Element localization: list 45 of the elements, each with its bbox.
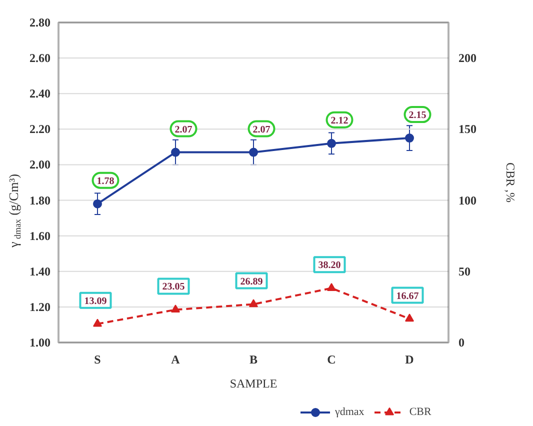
y-tick-label: 2.40 bbox=[30, 86, 50, 101]
y2-tick-label: 0 bbox=[458, 336, 464, 350]
data-label: 16.67 bbox=[396, 290, 419, 302]
data-label: 13.09 bbox=[84, 296, 107, 307]
point bbox=[327, 138, 336, 148]
data-label: 26.89 bbox=[240, 276, 263, 288]
data-label: 2.12 bbox=[330, 115, 348, 126]
point bbox=[249, 148, 258, 157]
y2-axis-title: CBR ,% bbox=[504, 162, 518, 203]
y2-tick-label: 200 bbox=[458, 51, 476, 66]
point bbox=[171, 304, 180, 313]
point bbox=[93, 199, 102, 208]
x-tick-label: B bbox=[250, 352, 258, 366]
data-label: 1.78 bbox=[96, 176, 114, 187]
point bbox=[405, 134, 414, 143]
data-label: 2.07 bbox=[252, 124, 270, 136]
point bbox=[93, 318, 102, 327]
data-label: 23.05 bbox=[162, 282, 185, 293]
y2-tick-label: 50 bbox=[458, 264, 470, 278]
y-tick-label: 2.20 bbox=[30, 122, 50, 136]
data-label: 38.20 bbox=[318, 260, 341, 272]
x-axis-title: SAMPLE bbox=[230, 376, 278, 390]
data-label: 2.15 bbox=[408, 110, 426, 122]
x-tick-label: A bbox=[171, 352, 180, 366]
y-tick-label: 1.20 bbox=[30, 300, 50, 314]
data-label: 2.07 bbox=[174, 124, 192, 136]
y-tick-label: 2.00 bbox=[30, 158, 50, 172]
y-tick-label: 2.80 bbox=[30, 16, 50, 30]
point bbox=[327, 283, 336, 291]
point bbox=[249, 299, 258, 308]
legend-label: CBR bbox=[409, 406, 432, 418]
x-tick-label: S bbox=[94, 352, 102, 366]
y2-tick-label: 150 bbox=[458, 122, 476, 136]
y-axis-title: γdmax(g/Cm³) bbox=[6, 174, 22, 248]
x-tick-label: D bbox=[405, 352, 414, 366]
point bbox=[405, 314, 414, 322]
y2-tick-label: 100 bbox=[458, 193, 476, 208]
y-tick-label: 1.00 bbox=[30, 336, 50, 350]
y-tick-label: 1.80 bbox=[30, 193, 50, 208]
point bbox=[171, 148, 180, 157]
x-tick-label: C bbox=[327, 352, 336, 366]
y-tick-label: 1.60 bbox=[30, 228, 50, 243]
legend-label: γdmax bbox=[335, 406, 364, 418]
y-tick-label: 2.60 bbox=[30, 51, 50, 66]
y-tick-label: 1.40 bbox=[30, 264, 50, 278]
